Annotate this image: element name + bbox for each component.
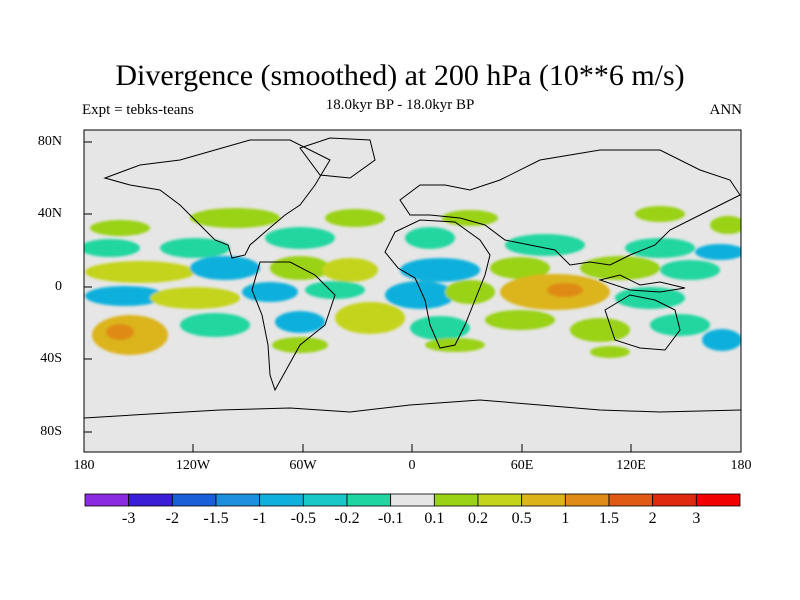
colorbar-label: -1.5: [203, 510, 229, 527]
coastline-eurasia: [399, 149, 741, 266]
colorbar: [84, 493, 741, 507]
lon-label-180e: 180: [730, 458, 752, 473]
coastline-maritime-continent: [598, 274, 686, 293]
lon-label-180w: 180: [73, 458, 95, 473]
coastline-greenland: [299, 137, 376, 179]
colorbar-swatch: [128, 493, 173, 507]
colorbar-swatch: [433, 493, 479, 507]
field-patch: [615, 287, 685, 309]
map-title: Divergence (smoothed) at 200 hPa (10**6 …: [115, 59, 685, 92]
field-patch: [505, 234, 585, 256]
colorbar-swatch: [302, 493, 348, 507]
field-patch: [625, 238, 695, 258]
field-patch: [702, 329, 741, 351]
colorbar-label: 1: [561, 510, 570, 527]
colorbar-swatch: [390, 493, 435, 507]
field-patch: [85, 261, 195, 283]
colorbar-label: 2: [648, 510, 657, 527]
field-patch: [570, 318, 630, 342]
field-patch: [660, 260, 720, 280]
colorbar-label: -0.2: [334, 510, 360, 527]
lon-label-120e: 120E: [616, 458, 646, 473]
field-patch: [650, 314, 710, 336]
colorbar-swatch: [171, 493, 217, 507]
colorbar-swatch: [346, 493, 392, 507]
field-patch: [160, 238, 230, 258]
period-label: 18.0kyr BP - 18.0kyr BP: [325, 97, 475, 113]
field-patch: [335, 302, 405, 334]
colorbar-swatch: [259, 493, 304, 507]
lat-label-80n: 80N: [37, 134, 62, 149]
colorbar-swatch: [695, 493, 741, 507]
field-patch: [275, 311, 325, 333]
field-patch: [150, 287, 240, 309]
colorbar-label: 0.1: [424, 510, 445, 527]
divergence-field: [84, 206, 741, 358]
colorbar-swatch: [521, 493, 566, 507]
field-patch: [325, 209, 385, 227]
field-patch: [305, 281, 365, 299]
colorbar-label: -1: [252, 510, 267, 527]
field-patch: [180, 313, 250, 337]
field-patch: [190, 256, 260, 280]
colorbar-swatch: [564, 493, 610, 507]
field-patch: [84, 239, 140, 257]
coastline-antarctica: [84, 399, 741, 419]
lon-label-0: 0: [408, 458, 416, 473]
field-patch: [580, 256, 660, 280]
coastline-north-america: [103, 139, 331, 259]
field-patch: [695, 244, 741, 260]
field-patch: [190, 208, 280, 228]
colorbar-swatch: [608, 493, 654, 507]
lon-label-60w: 60W: [289, 458, 317, 473]
colorbar-label: 0.2: [468, 510, 488, 527]
colorbar-swatch: [84, 493, 130, 507]
lat-label-0: 0: [55, 279, 62, 294]
field-patch: [410, 316, 470, 340]
colorbar-label: 0.5: [511, 510, 532, 527]
field-patch: [270, 256, 330, 280]
field-patch: [265, 227, 335, 249]
season-label: ANN: [709, 102, 743, 118]
lat-label-40s: 40S: [40, 351, 62, 366]
field-patch: [400, 258, 480, 282]
coastline-australia: [604, 294, 681, 351]
field-patch: [445, 280, 495, 304]
field-patch: [242, 282, 298, 302]
coastline-south-america: [251, 261, 336, 392]
field-patch: [90, 220, 150, 236]
colorbar-label: -0.1: [377, 510, 404, 527]
field-patch: [322, 258, 378, 282]
colorbar-swatch: [477, 493, 523, 507]
lat-label-80s: 80S: [40, 424, 62, 439]
field-patch: [485, 310, 555, 330]
field-patch: [405, 227, 455, 249]
colorbar-label: 1.5: [599, 510, 619, 527]
colorbar-label: -3: [121, 510, 136, 527]
field-patch: [490, 257, 550, 279]
colorbar-label: 3: [692, 510, 701, 527]
field-patch: [442, 210, 498, 226]
experiment-label: Expt = tebks-teans: [82, 102, 194, 118]
colorbar-label: -0.5: [290, 510, 316, 527]
lon-label-60e: 60E: [510, 458, 534, 473]
colorbar-swatch: [215, 493, 261, 507]
field-patch: [106, 324, 134, 340]
lat-label-40n: 40N: [37, 206, 62, 221]
field-patch: [710, 216, 741, 234]
coastlines: [84, 137, 741, 419]
colorbar-swatch: [652, 493, 697, 507]
coastline-africa: [384, 219, 491, 349]
field-patch: [547, 283, 583, 297]
colorbar-label: -2: [165, 510, 179, 527]
field-patch: [590, 346, 630, 358]
field-patch: [385, 281, 455, 309]
field-patch: [85, 286, 165, 306]
axis-ticks: [83, 141, 742, 452]
lon-label-120w: 120W: [175, 458, 211, 473]
field-patch: [635, 206, 685, 222]
